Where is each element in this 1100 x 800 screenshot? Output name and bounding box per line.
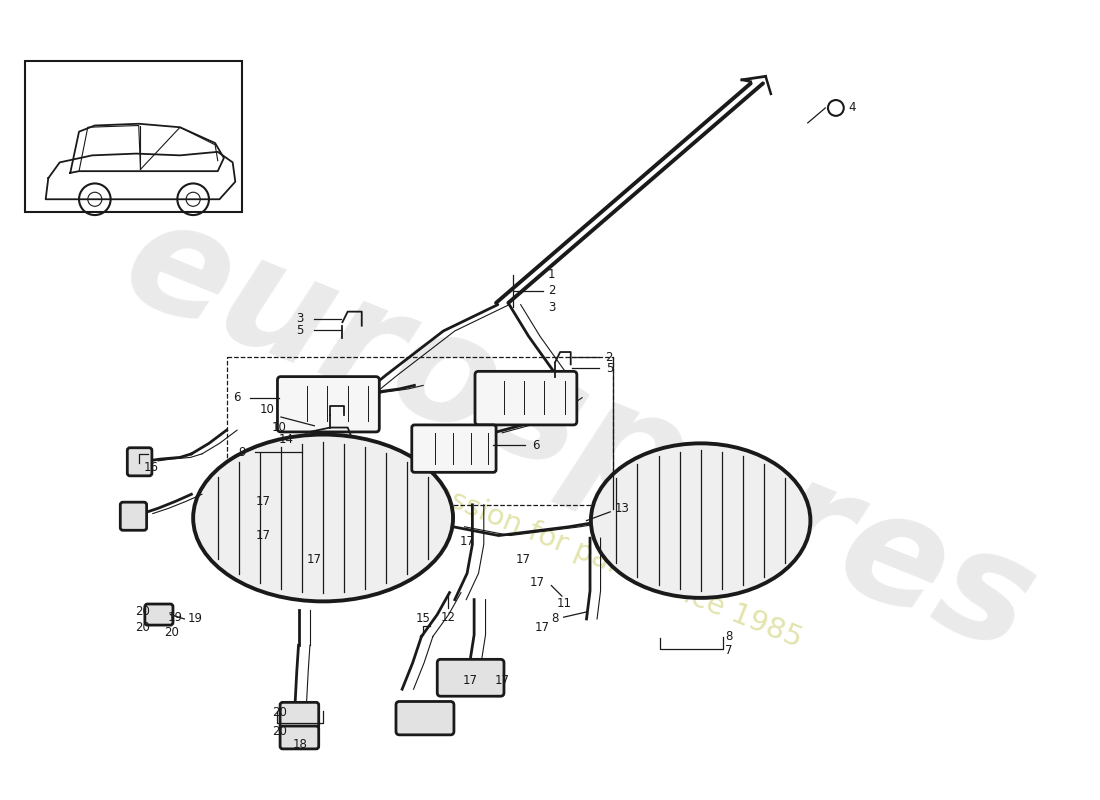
FancyBboxPatch shape: [277, 377, 379, 432]
Text: 17: 17: [307, 553, 322, 566]
Text: 18: 18: [293, 738, 308, 751]
Text: 12: 12: [440, 610, 455, 624]
FancyBboxPatch shape: [128, 448, 152, 476]
Text: 20: 20: [135, 606, 150, 618]
FancyBboxPatch shape: [411, 425, 496, 472]
Ellipse shape: [194, 434, 453, 602]
Text: 4: 4: [848, 102, 856, 114]
Text: 2: 2: [606, 351, 613, 364]
Text: 17: 17: [535, 622, 550, 634]
Text: 8: 8: [725, 630, 733, 643]
Text: 20: 20: [272, 725, 287, 738]
Text: 20: 20: [272, 706, 287, 718]
Text: 19: 19: [168, 610, 183, 624]
Text: 7: 7: [725, 644, 733, 657]
Text: 9: 9: [239, 446, 246, 458]
Bar: [24, 62, 242, 213]
Text: 6: 6: [531, 438, 539, 452]
Text: 3: 3: [297, 312, 304, 325]
Text: 17: 17: [495, 674, 509, 687]
Ellipse shape: [591, 443, 811, 598]
Text: 19: 19: [187, 613, 202, 626]
Text: 2: 2: [548, 284, 556, 297]
FancyBboxPatch shape: [475, 371, 576, 425]
FancyBboxPatch shape: [120, 502, 146, 530]
Text: 5: 5: [606, 362, 613, 375]
Text: 5: 5: [297, 325, 304, 338]
Text: 14: 14: [278, 434, 294, 446]
Text: 17: 17: [460, 535, 474, 548]
Text: 17: 17: [516, 553, 531, 566]
Text: 20: 20: [135, 622, 150, 634]
Text: 16: 16: [143, 462, 158, 474]
Text: 13: 13: [614, 502, 629, 515]
Text: 8: 8: [551, 613, 559, 626]
Text: 17: 17: [530, 575, 544, 589]
FancyBboxPatch shape: [437, 659, 504, 696]
Text: 6: 6: [233, 391, 241, 404]
FancyBboxPatch shape: [396, 702, 454, 735]
Text: 10: 10: [260, 403, 274, 417]
Text: 1: 1: [548, 268, 556, 282]
Text: a passion for parts since 1985: a passion for parts since 1985: [387, 462, 806, 653]
Text: 3: 3: [548, 301, 556, 314]
Text: 20: 20: [164, 626, 178, 639]
Text: 15: 15: [416, 613, 430, 626]
FancyBboxPatch shape: [280, 726, 319, 749]
Text: eurospares: eurospares: [103, 185, 1055, 685]
FancyBboxPatch shape: [280, 702, 319, 729]
Text: 17: 17: [463, 674, 478, 687]
Text: 17: 17: [256, 529, 271, 542]
Text: 10: 10: [272, 421, 287, 434]
FancyBboxPatch shape: [145, 604, 173, 625]
Text: 11: 11: [557, 597, 571, 610]
Text: 17: 17: [256, 494, 271, 508]
